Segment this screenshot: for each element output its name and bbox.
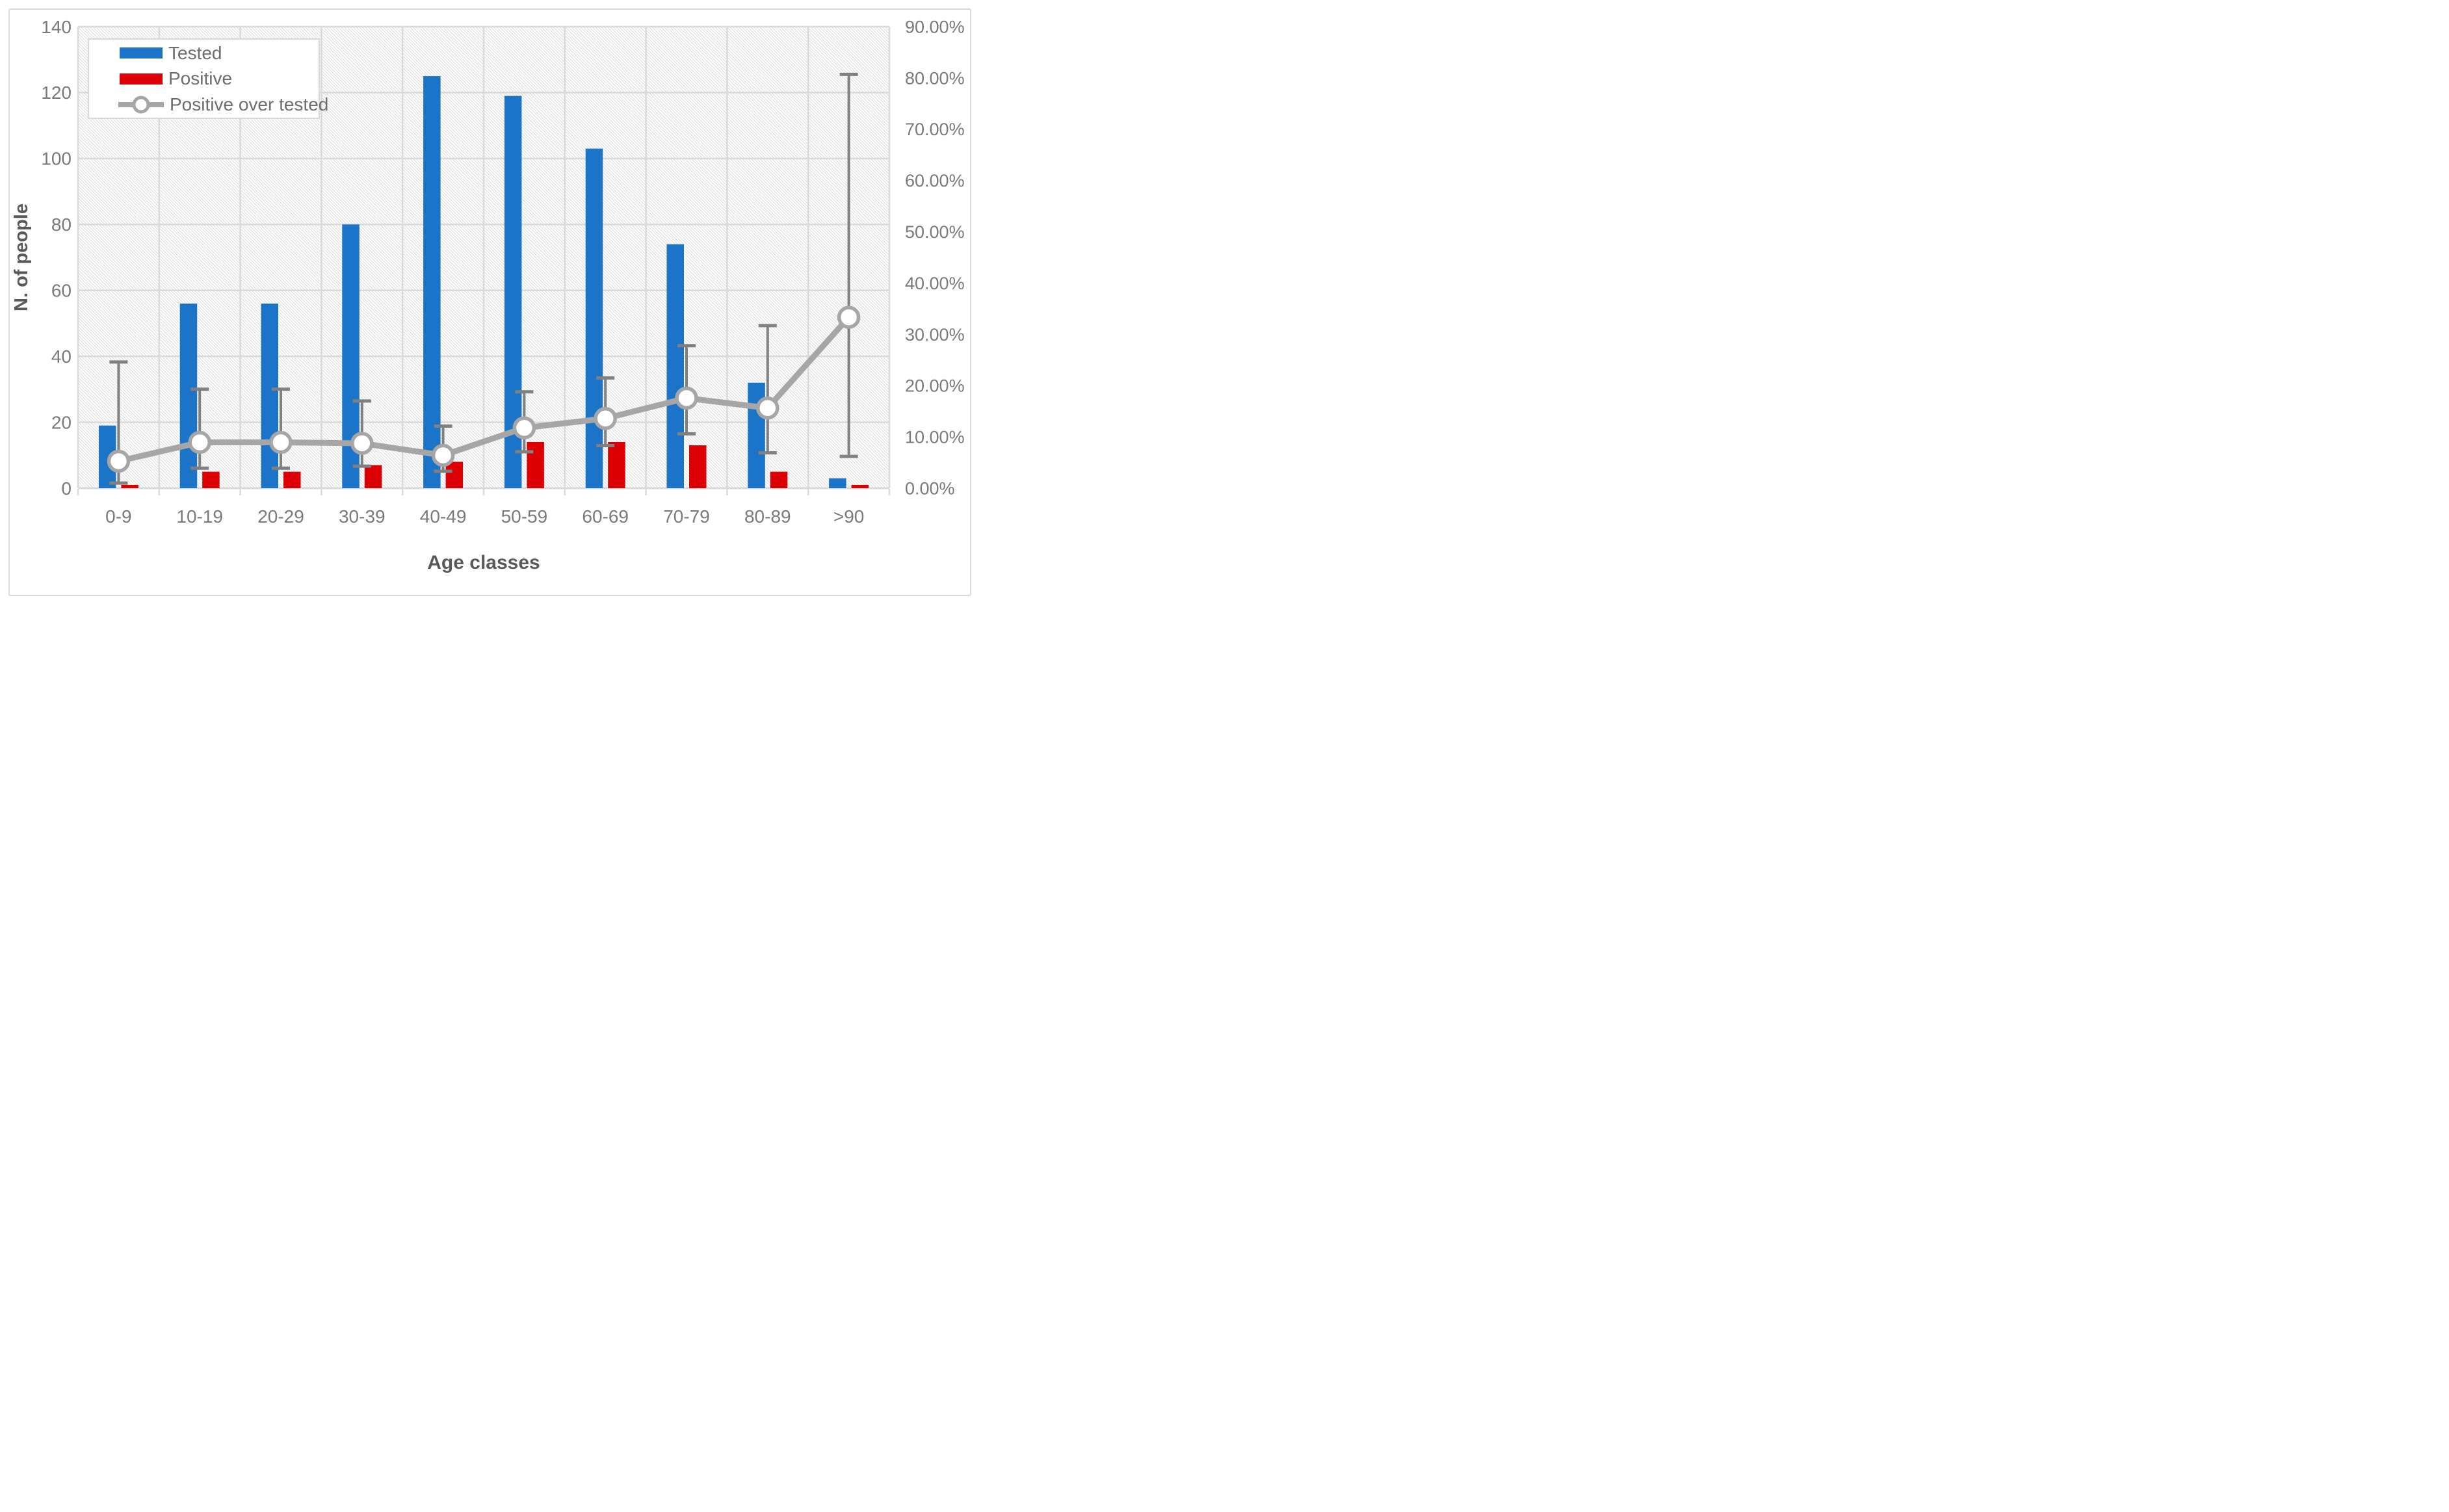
y-right-tick-label: 90.00% xyxy=(905,17,965,36)
legend-item-positive: Positive xyxy=(89,66,319,91)
y-left-tick-label: 60 xyxy=(51,281,72,301)
y-right-tick-label: 0.00% xyxy=(905,478,955,498)
bar-positive xyxy=(770,471,788,488)
ratio-marker xyxy=(431,443,455,467)
axis-tick-labels: 0 20 40 60 80 100 120 140 0.00% 10.00% 20.00% 30.00… xyxy=(41,17,964,527)
x-tick-label: 10-19 xyxy=(176,506,223,527)
bar-positive xyxy=(527,442,544,488)
tested-swatch-icon xyxy=(120,47,163,59)
y-left-tick-label: 120 xyxy=(41,83,72,103)
line-series xyxy=(107,306,861,473)
x-tick-label: 80-89 xyxy=(744,506,791,527)
bar-tested xyxy=(261,304,278,488)
y-left-tick-label: 100 xyxy=(41,149,72,169)
ratio-marker xyxy=(675,386,698,410)
error-bars xyxy=(109,72,858,485)
positive-swatch-icon xyxy=(120,73,163,85)
y-axis-title: N. of people xyxy=(11,203,32,311)
ratio-marker xyxy=(350,432,374,455)
x-tick-label: 70-79 xyxy=(663,506,710,527)
bar-positive xyxy=(364,465,382,488)
chart-figure: 0 20 40 60 80 100 120 140 0.00% 10.00% 20.00% 30.00… xyxy=(0,0,980,605)
y-right-tick-label: 40.00% xyxy=(905,274,965,293)
x-tick-label: 30-39 xyxy=(339,506,386,527)
y-left-tick-label: 140 xyxy=(41,17,72,37)
y-right-tick-label: 30.00% xyxy=(905,325,965,345)
bar-tested xyxy=(585,148,603,489)
ratio-line xyxy=(118,315,851,464)
bar-positive xyxy=(202,471,220,488)
y-right-tick-label: 10.00% xyxy=(905,428,965,447)
bar-positive xyxy=(121,484,138,488)
bar-positive xyxy=(283,471,301,488)
legend-label-ratio: Positive over tested xyxy=(170,94,329,114)
ratio-marker xyxy=(756,396,779,420)
ratio-marker xyxy=(594,407,617,430)
y-left-tick-label: 20 xyxy=(51,412,72,432)
y-right-tick-label: 20.00% xyxy=(905,376,965,396)
legend-item-tested: Tested xyxy=(89,41,319,66)
ratio-marker xyxy=(107,449,131,473)
bar-tested xyxy=(423,76,441,489)
bar-positive xyxy=(689,445,707,488)
y-left-tick-label: 40 xyxy=(51,346,72,367)
bar-positive xyxy=(851,484,869,488)
bar-positive xyxy=(608,442,625,488)
y-left-tick-label: 0 xyxy=(61,478,72,499)
x-axis-title: Age classes xyxy=(427,552,540,573)
y-right-tick-label: 80.00% xyxy=(905,68,965,88)
gridlines xyxy=(77,25,891,495)
ratio-marker xyxy=(837,306,861,329)
y-right-tick-label: 50.00% xyxy=(905,222,965,242)
bar-tested xyxy=(829,478,846,488)
legend-label-positive: Positive xyxy=(168,68,233,88)
legend-item-ratio: Positive over tested xyxy=(89,92,328,117)
line-marker-icon xyxy=(118,96,164,113)
x-tick-label: 0-9 xyxy=(105,506,131,527)
bar-positive xyxy=(445,462,464,488)
x-tick-label: >90 xyxy=(833,506,865,527)
x-tick-label: 60-69 xyxy=(582,506,629,527)
ratio-marker xyxy=(269,430,293,454)
legend-label-tested: Tested xyxy=(168,42,222,63)
x-tick-label: 20-29 xyxy=(257,506,304,527)
bar-tested xyxy=(666,244,684,488)
y-right-tick-label: 70.00% xyxy=(905,120,965,139)
y-left-tick-label: 80 xyxy=(51,215,72,235)
legend: Tested Positive Positive over tested xyxy=(88,38,328,119)
ratio-marker xyxy=(188,430,211,454)
ratio-marker xyxy=(512,416,536,439)
x-tick-label: 50-59 xyxy=(501,506,548,527)
bar-tested xyxy=(179,304,198,488)
y-right-tick-label: 60.00% xyxy=(905,171,965,190)
x-tick-label: 40-49 xyxy=(420,506,467,527)
